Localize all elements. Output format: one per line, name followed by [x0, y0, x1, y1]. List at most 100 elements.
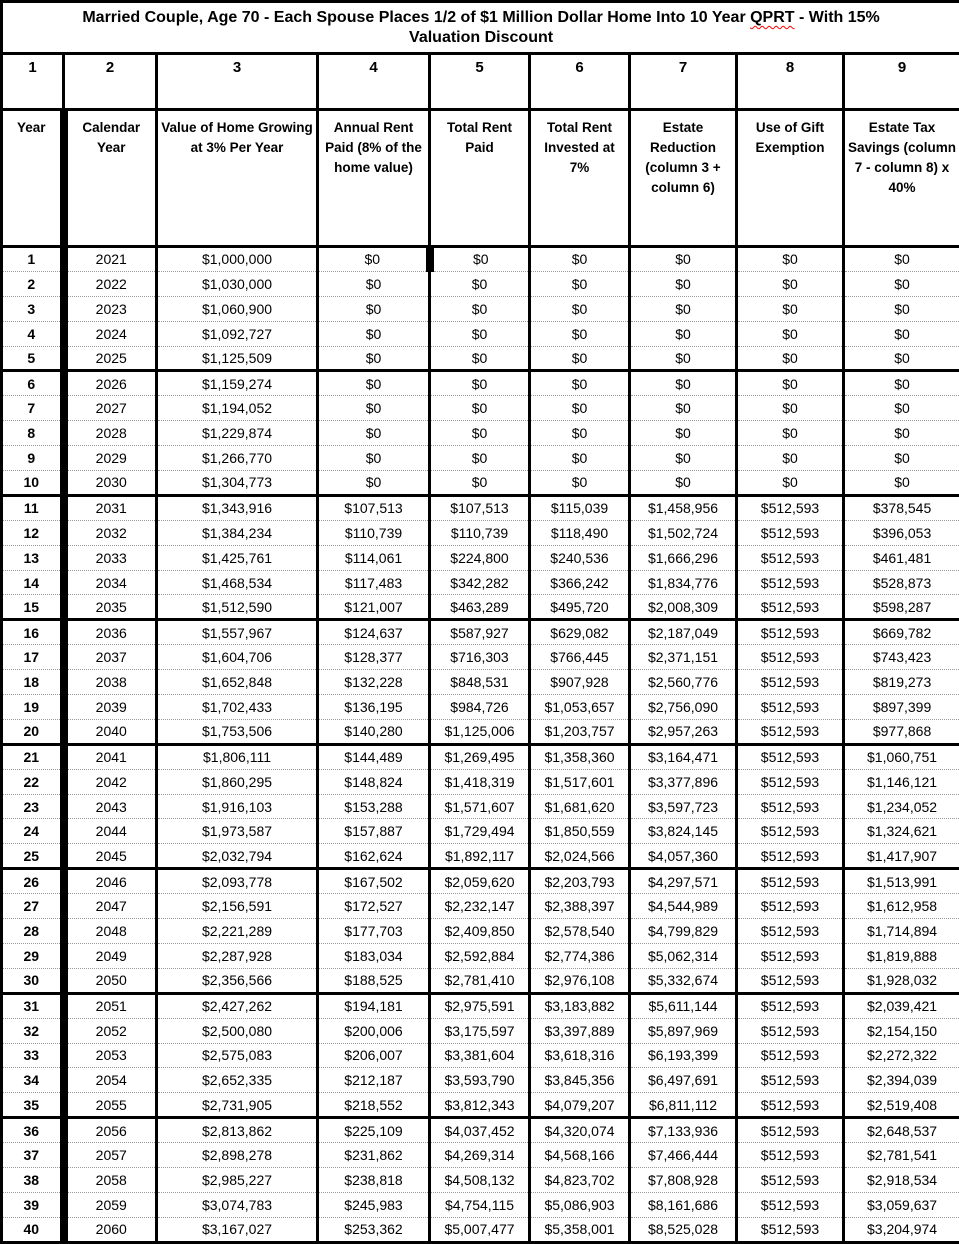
cell-calendar-year[interactable]: 2027	[64, 396, 157, 421]
cell-annual-rent[interactable]: $206,007	[318, 1043, 430, 1068]
cell-estate-reduction[interactable]: $0	[630, 247, 737, 272]
cell-estate-reduction[interactable]: $1,666,296	[630, 545, 737, 570]
cell-gift-exemption[interactable]: $512,593	[737, 744, 844, 769]
cell-rent-invested[interactable]: $0	[530, 371, 630, 396]
cell-calendar-year[interactable]: 2047	[64, 894, 157, 919]
cell-total-rent-paid[interactable]: $4,508,132	[430, 1167, 530, 1192]
cell-tax-savings[interactable]: $819,273	[844, 670, 959, 695]
column-header-calendar-year[interactable]: Calendar Year	[64, 110, 157, 247]
cell-tax-savings[interactable]: $2,918,534	[844, 1167, 959, 1192]
cell-annual-rent[interactable]: $245,983	[318, 1192, 430, 1217]
cell-estate-reduction[interactable]: $8,525,028	[630, 1217, 737, 1242]
cell-tax-savings[interactable]: $1,819,888	[844, 943, 959, 968]
cell-year[interactable]: 32	[2, 1018, 64, 1043]
cell-annual-rent[interactable]: $162,624	[318, 844, 430, 869]
cell-calendar-year[interactable]: 2030	[64, 471, 157, 496]
cell-annual-rent[interactable]: $0	[318, 271, 430, 296]
cell-calendar-year[interactable]: 2041	[64, 744, 157, 769]
cell-year[interactable]: 14	[2, 570, 64, 595]
cell-estate-reduction[interactable]: $7,133,936	[630, 1118, 737, 1143]
cell-year[interactable]: 25	[2, 844, 64, 869]
cell-estate-reduction[interactable]: $2,371,151	[630, 645, 737, 670]
cell-total-rent-paid[interactable]: $1,418,319	[430, 769, 530, 794]
cell-tax-savings[interactable]: $2,394,039	[844, 1068, 959, 1093]
cell-estate-reduction[interactable]: $4,297,571	[630, 869, 737, 894]
cell-tax-savings[interactable]: $3,059,637	[844, 1192, 959, 1217]
cell-gift-exemption[interactable]: $512,593	[737, 719, 844, 744]
cell-home-value[interactable]: $1,468,534	[157, 570, 318, 595]
cell-calendar-year[interactable]: 2031	[64, 495, 157, 520]
column-header-tax-savings[interactable]: Estate Tax Savings (column 7 - column 8)…	[844, 110, 959, 247]
cell-home-value[interactable]: $2,575,083	[157, 1043, 318, 1068]
cell-home-value[interactable]: $2,032,794	[157, 844, 318, 869]
cell-estate-reduction[interactable]: $3,377,896	[630, 769, 737, 794]
cell-year[interactable]: 21	[2, 744, 64, 769]
cell-estate-reduction[interactable]: $0	[630, 346, 737, 371]
cell-tax-savings[interactable]: $669,782	[844, 620, 959, 645]
cell-total-rent-paid[interactable]: $2,409,850	[430, 919, 530, 944]
cell-year[interactable]: 39	[2, 1192, 64, 1217]
cell-estate-reduction[interactable]: $4,544,989	[630, 894, 737, 919]
cell-gift-exemption[interactable]: $512,593	[737, 520, 844, 545]
cell-tax-savings[interactable]: $977,868	[844, 719, 959, 744]
cell-estate-reduction[interactable]: $5,332,674	[630, 968, 737, 993]
cell-calendar-year[interactable]: 2038	[64, 670, 157, 695]
cell-tax-savings[interactable]: $378,545	[844, 495, 959, 520]
cell-total-rent-paid[interactable]: $4,269,314	[430, 1143, 530, 1168]
cell-total-rent-paid[interactable]: $2,059,620	[430, 869, 530, 894]
cell-gift-exemption[interactable]: $0	[737, 371, 844, 396]
cell-gift-exemption[interactable]: $512,593	[737, 1167, 844, 1192]
cell-year[interactable]: 2	[2, 271, 64, 296]
cell-total-rent-paid[interactable]: $0	[430, 471, 530, 496]
cell-year[interactable]: 17	[2, 645, 64, 670]
cell-calendar-year[interactable]: 2026	[64, 371, 157, 396]
cell-annual-rent[interactable]: $0	[318, 346, 430, 371]
cell-rent-invested[interactable]: $907,928	[530, 670, 630, 695]
cell-home-value[interactable]: $3,167,027	[157, 1217, 318, 1242]
cell-estate-reduction[interactable]: $0	[630, 271, 737, 296]
cell-home-value[interactable]: $1,806,111	[157, 744, 318, 769]
cell-home-value[interactable]: $2,287,928	[157, 943, 318, 968]
table-title[interactable]: Married Couple, Age 70 - Each Spouse Pla…	[2, 2, 959, 54]
cell-rent-invested[interactable]: $2,203,793	[530, 869, 630, 894]
cell-gift-exemption[interactable]: $512,593	[737, 545, 844, 570]
cell-total-rent-paid[interactable]: $1,269,495	[430, 744, 530, 769]
column-header-home-value[interactable]: Value of Home Growing at 3% Per Year	[157, 110, 318, 247]
cell-year[interactable]: 15	[2, 595, 64, 620]
cell-total-rent-paid[interactable]: $3,812,343	[430, 1093, 530, 1118]
column-number-1[interactable]: 1	[2, 54, 64, 110]
cell-tax-savings[interactable]: $0	[844, 446, 959, 471]
cell-rent-invested[interactable]: $3,618,316	[530, 1043, 630, 1068]
cell-annual-rent[interactable]: $172,527	[318, 894, 430, 919]
cell-gift-exemption[interactable]: $512,593	[737, 943, 844, 968]
column-header-annual-rent[interactable]: Annual Rent Paid (8% of the home value)	[318, 110, 430, 247]
cell-calendar-year[interactable]: 2040	[64, 719, 157, 744]
cell-gift-exemption[interactable]: $0	[737, 346, 844, 371]
cell-year[interactable]: 35	[2, 1093, 64, 1118]
cell-estate-reduction[interactable]: $5,897,969	[630, 1018, 737, 1043]
cell-year[interactable]: 10	[2, 471, 64, 496]
column-number-5[interactable]: 5	[430, 54, 530, 110]
cell-home-value[interactable]: $1,194,052	[157, 396, 318, 421]
cell-total-rent-paid[interactable]: $984,726	[430, 695, 530, 720]
cell-total-rent-paid[interactable]: $0	[430, 271, 530, 296]
cell-estate-reduction[interactable]: $3,164,471	[630, 744, 737, 769]
cell-gift-exemption[interactable]: $512,593	[737, 769, 844, 794]
cell-home-value[interactable]: $1,304,773	[157, 471, 318, 496]
cell-total-rent-paid[interactable]: $0	[430, 346, 530, 371]
cell-rent-invested[interactable]: $0	[530, 446, 630, 471]
column-header-rent-invested[interactable]: Total Rent Invested at 7%	[530, 110, 630, 247]
cell-rent-invested[interactable]: $1,203,757	[530, 719, 630, 744]
cell-gift-exemption[interactable]: $512,593	[737, 1192, 844, 1217]
cell-rent-invested[interactable]: $0	[530, 321, 630, 346]
cell-calendar-year[interactable]: 2049	[64, 943, 157, 968]
cell-rent-invested[interactable]: $5,086,903	[530, 1192, 630, 1217]
cell-annual-rent[interactable]: $114,061	[318, 545, 430, 570]
cell-gift-exemption[interactable]: $512,593	[737, 794, 844, 819]
cell-total-rent-paid[interactable]: $1,729,494	[430, 819, 530, 844]
cell-calendar-year[interactable]: 2021	[64, 247, 157, 272]
cell-home-value[interactable]: $1,916,103	[157, 794, 318, 819]
cell-tax-savings[interactable]: $1,417,907	[844, 844, 959, 869]
cell-calendar-year[interactable]: 2051	[64, 993, 157, 1018]
cell-home-value[interactable]: $1,060,900	[157, 296, 318, 321]
